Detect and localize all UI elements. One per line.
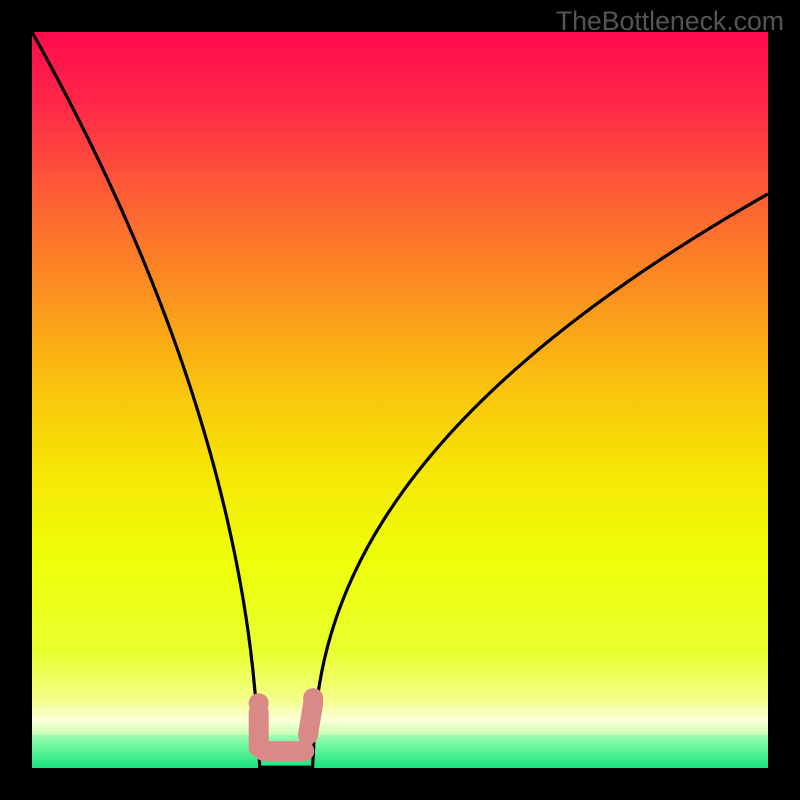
curve-layer [32, 32, 768, 768]
watermark-text: TheBottleneck.com [556, 6, 784, 37]
marker-left-dot [249, 693, 269, 713]
marker-group [249, 688, 323, 751]
marker-right-dot [303, 688, 323, 708]
plot-area [32, 32, 768, 768]
chart-stage: TheBottleneck.com [0, 0, 800, 800]
bottleneck-curve [32, 32, 768, 767]
